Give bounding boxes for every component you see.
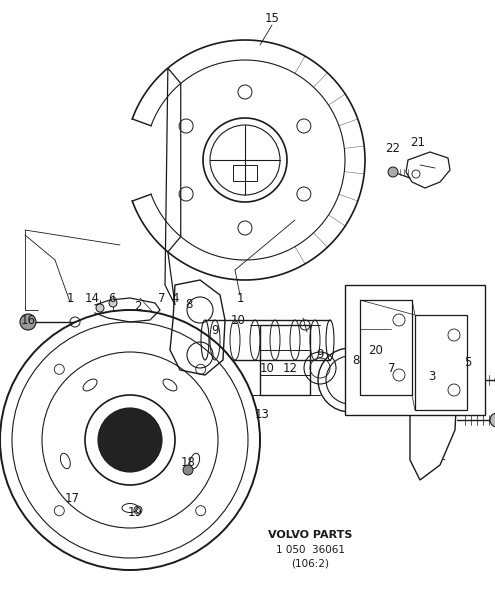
Circle shape xyxy=(12,322,248,558)
Bar xyxy=(233,165,257,181)
Text: 7: 7 xyxy=(388,362,396,374)
Text: 18: 18 xyxy=(181,456,196,468)
Text: 8: 8 xyxy=(185,299,193,312)
Text: 22: 22 xyxy=(386,142,400,155)
Text: 10: 10 xyxy=(231,314,246,327)
Text: 21: 21 xyxy=(410,136,426,149)
Text: 1: 1 xyxy=(66,292,74,305)
Text: 15: 15 xyxy=(264,11,280,24)
Text: 7: 7 xyxy=(158,292,166,305)
Text: 14: 14 xyxy=(85,292,99,305)
Text: 9: 9 xyxy=(316,349,324,362)
Circle shape xyxy=(388,167,398,177)
Text: 3: 3 xyxy=(428,371,436,384)
Text: 2: 2 xyxy=(134,300,142,314)
Text: 6: 6 xyxy=(108,292,116,305)
Circle shape xyxy=(109,299,117,307)
Circle shape xyxy=(0,310,260,570)
Circle shape xyxy=(98,408,162,472)
Text: 17: 17 xyxy=(64,491,80,505)
Bar xyxy=(360,300,412,395)
Text: 5: 5 xyxy=(464,355,472,368)
Bar xyxy=(345,285,485,415)
Circle shape xyxy=(20,314,36,330)
Bar xyxy=(260,325,310,395)
Text: 12: 12 xyxy=(283,362,297,374)
Text: 1: 1 xyxy=(236,292,244,305)
Circle shape xyxy=(490,413,495,427)
Text: 10: 10 xyxy=(259,362,274,374)
Text: 19: 19 xyxy=(128,506,143,519)
Text: 13: 13 xyxy=(254,409,269,421)
Text: 20: 20 xyxy=(369,343,384,356)
Text: 16: 16 xyxy=(20,314,36,327)
Circle shape xyxy=(96,304,104,312)
Text: 1 050  36061: 1 050 36061 xyxy=(276,545,345,555)
Text: VOLVO PARTS: VOLVO PARTS xyxy=(268,530,352,540)
Text: 4: 4 xyxy=(171,292,179,305)
Circle shape xyxy=(183,465,193,475)
Text: 9: 9 xyxy=(211,324,219,337)
Polygon shape xyxy=(410,340,457,480)
Text: 8: 8 xyxy=(352,353,360,367)
Text: (106:2): (106:2) xyxy=(291,559,329,569)
Bar xyxy=(415,315,467,410)
